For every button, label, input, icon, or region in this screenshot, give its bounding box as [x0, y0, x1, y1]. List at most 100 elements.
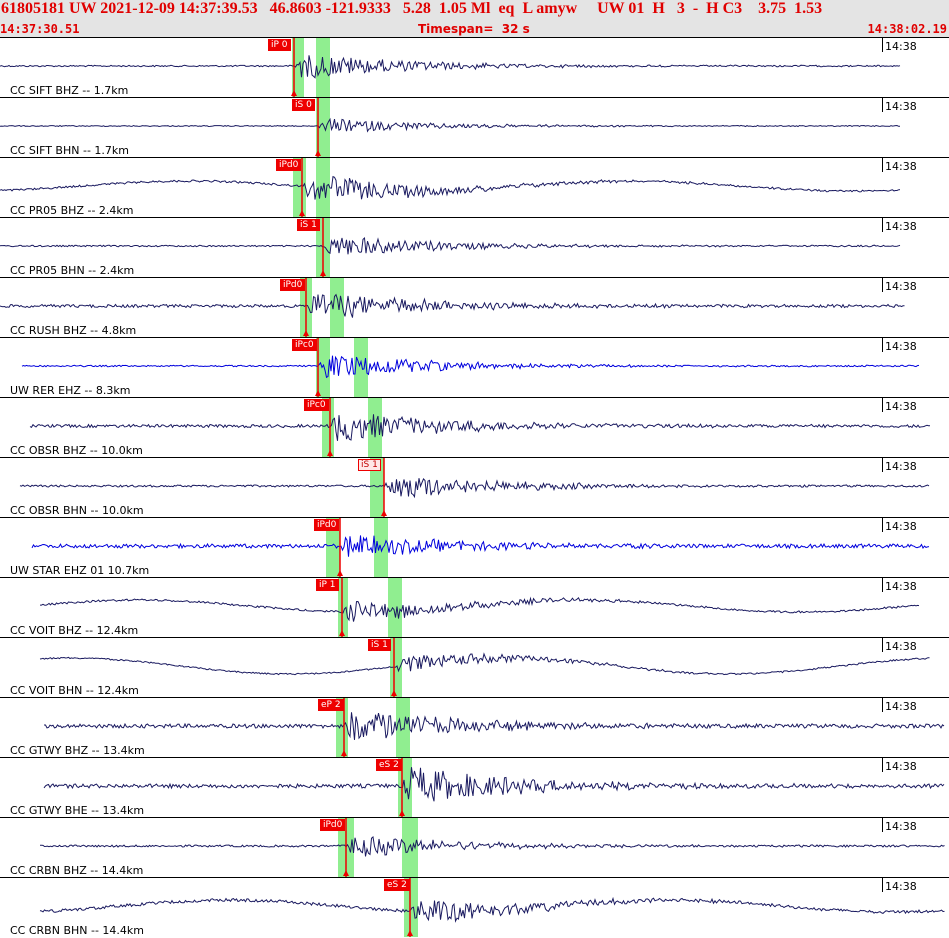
time-tick-label: 14:38 — [885, 820, 917, 833]
trace-panel[interactable]: iP 0 14:38 CC SIFT BHZ -- 1.7km — [0, 37, 949, 97]
pick-label[interactable]: iPd0 — [320, 819, 346, 831]
pick-triangle — [399, 810, 405, 816]
pick-triangle — [320, 270, 326, 276]
channel-label: UW RER EHZ -- 8.3km — [10, 384, 131, 397]
trace-panel[interactable]: iS 0 14:38 CC SIFT BHN -- 1.7km — [0, 97, 949, 157]
phase-window — [404, 878, 418, 937]
waveform-trace — [21, 355, 920, 379]
channel-label: CC VOIT BHZ -- 12.4km — [10, 624, 139, 637]
channel-label: CC PR05 BHZ -- 2.4km — [10, 204, 134, 217]
time-tick — [882, 158, 883, 172]
start-time: 14:37:30.51 — [0, 22, 80, 36]
time-tick — [882, 218, 883, 232]
time-tick-label: 14:38 — [885, 220, 917, 233]
time-tick-label: 14:38 — [885, 700, 917, 713]
pick-label[interactable]: iPd0 — [280, 279, 306, 291]
time-tick-label: 14:38 — [885, 520, 917, 533]
trace-panel[interactable]: eP 2 14:38 CC GTWY BHZ -- 13.4km — [0, 697, 949, 757]
phase-window — [368, 398, 382, 457]
time-tick — [882, 338, 883, 352]
waveform-plot — [40, 578, 920, 637]
phase-window — [330, 278, 344, 337]
time-tick — [882, 398, 883, 412]
trace-panel[interactable]: eS 2 14:38 CC CRBN BHN -- 14.4km — [0, 877, 949, 937]
phase-window — [354, 338, 368, 397]
phase-window — [316, 38, 330, 97]
time-tick — [882, 758, 883, 772]
time-tick — [882, 818, 883, 832]
channel-label: CC RUSH BHZ -- 4.8km — [10, 324, 137, 337]
waveform-trace — [0, 175, 901, 200]
end-time: 14:38:02.19 — [867, 22, 947, 36]
waveform-plot — [0, 218, 901, 277]
waveform-trace — [29, 414, 931, 441]
waveform-plot — [31, 518, 930, 577]
event-summary: 61805181 UW 2021-12-09 14:37:39.53 46.86… — [1, 0, 823, 17]
waveform-trace — [0, 293, 905, 318]
pick-label[interactable]: iS 1 — [368, 639, 391, 651]
pick-label[interactable]: eP 2 — [318, 699, 344, 711]
waveform-plot — [0, 38, 901, 97]
trace-panel[interactable]: iP 1 14:38 CC VOIT BHZ -- 12.4km — [0, 577, 949, 637]
time-tick-label: 14:38 — [885, 100, 917, 113]
pick-label[interactable]: iPc0 — [292, 339, 317, 351]
phase-window — [402, 818, 418, 877]
channel-label: CC SIFT BHZ -- 1.7km — [10, 84, 129, 97]
trace-panel[interactable]: eS 2 14:38 CC GTWY BHE -- 13.4km — [0, 757, 949, 817]
pick-label[interactable]: iPc0 — [304, 399, 329, 411]
waveform-plot — [21, 338, 920, 397]
trace-panel[interactable]: iPd0 14:38 CC CRBN BHZ -- 14.4km — [0, 817, 949, 877]
channel-label: CC CRBN BHN -- 14.4km — [10, 924, 145, 937]
pick-label[interactable]: iS 1 — [297, 219, 320, 231]
phase-window — [396, 698, 410, 757]
time-tick — [882, 638, 883, 652]
trace-panel[interactable]: iPc0 14:38 UW RER EHZ -- 8.3km — [0, 337, 949, 397]
waveform-plot — [39, 878, 945, 937]
pick-label[interactable]: eS 2 — [384, 879, 410, 891]
trace-panel[interactable]: iPd0 14:38 CC PR05 BHZ -- 2.4km — [0, 157, 949, 217]
time-tick-label: 14:38 — [885, 160, 917, 173]
phase-window — [326, 518, 340, 577]
pick-triangle — [391, 690, 397, 696]
pick-label[interactable]: iP 1 — [316, 579, 339, 591]
channel-label: CC OBSR BHN -- 10.0km — [10, 504, 144, 517]
trace-panel[interactable]: iPd0 14:38 CC RUSH BHZ -- 4.8km — [0, 277, 949, 337]
pick-label[interactable]: iS 1 — [358, 459, 381, 471]
time-tick-label: 14:38 — [885, 400, 917, 413]
waveform-trace — [39, 836, 945, 857]
channel-label: UW STAR EHZ 01 10.7km — [10, 564, 150, 577]
pick-label[interactable]: eS 2 — [376, 759, 402, 771]
time-tick — [882, 278, 883, 292]
pick-label[interactable]: iPd0 — [276, 159, 302, 171]
trace-panel[interactable]: iS 1 14:38 CC PR05 BHN -- 2.4km — [0, 217, 949, 277]
pick-triangle — [407, 930, 413, 936]
waveform-plot — [19, 458, 930, 517]
pick-triangle — [337, 570, 343, 576]
pick-triangle — [303, 330, 309, 336]
time-tick-label: 14:38 — [885, 460, 917, 473]
time-tick-label: 14:38 — [885, 340, 917, 353]
pick-triangle — [343, 870, 349, 876]
time-tick — [882, 458, 883, 472]
phase-window — [336, 698, 348, 757]
channel-label: CC CRBN BHZ -- 14.4km — [10, 864, 144, 877]
waveform-plot — [0, 98, 901, 157]
trace-panel[interactable]: iPd0 14:38 UW STAR EHZ 01 10.7km — [0, 517, 949, 577]
pick-label[interactable]: iS 0 — [292, 99, 315, 111]
pick-triangle — [327, 450, 333, 456]
time-tick-label: 14:38 — [885, 760, 917, 773]
trace-panel[interactable]: iS 1 14:38 CC VOIT BHN -- 12.4km — [0, 637, 949, 697]
time-tick — [882, 578, 883, 592]
seismogram-panels[interactable]: iP 0 14:38 CC SIFT BHZ -- 1.7km iS 0 14:38 CC… — [0, 37, 949, 938]
channel-label: CC GTWY BHZ -- 13.4km — [10, 744, 145, 757]
waveform-trace — [39, 896, 945, 923]
pick-triangle — [381, 510, 387, 516]
trace-panel[interactable]: iPc0 14:38 CC OBSR BHZ -- 10.0km — [0, 397, 949, 457]
trace-panel[interactable]: iS 1 14:38 CC OBSR BHN -- 10.0km — [0, 457, 949, 517]
waveform-plot — [44, 698, 945, 757]
waveform-trace — [40, 596, 920, 622]
pick-label[interactable]: iP 0 — [268, 39, 291, 51]
channel-label: CC PR05 BHN -- 2.4km — [10, 264, 135, 277]
pick-label[interactable]: iPd0 — [314, 519, 340, 531]
time-tick — [882, 698, 883, 712]
